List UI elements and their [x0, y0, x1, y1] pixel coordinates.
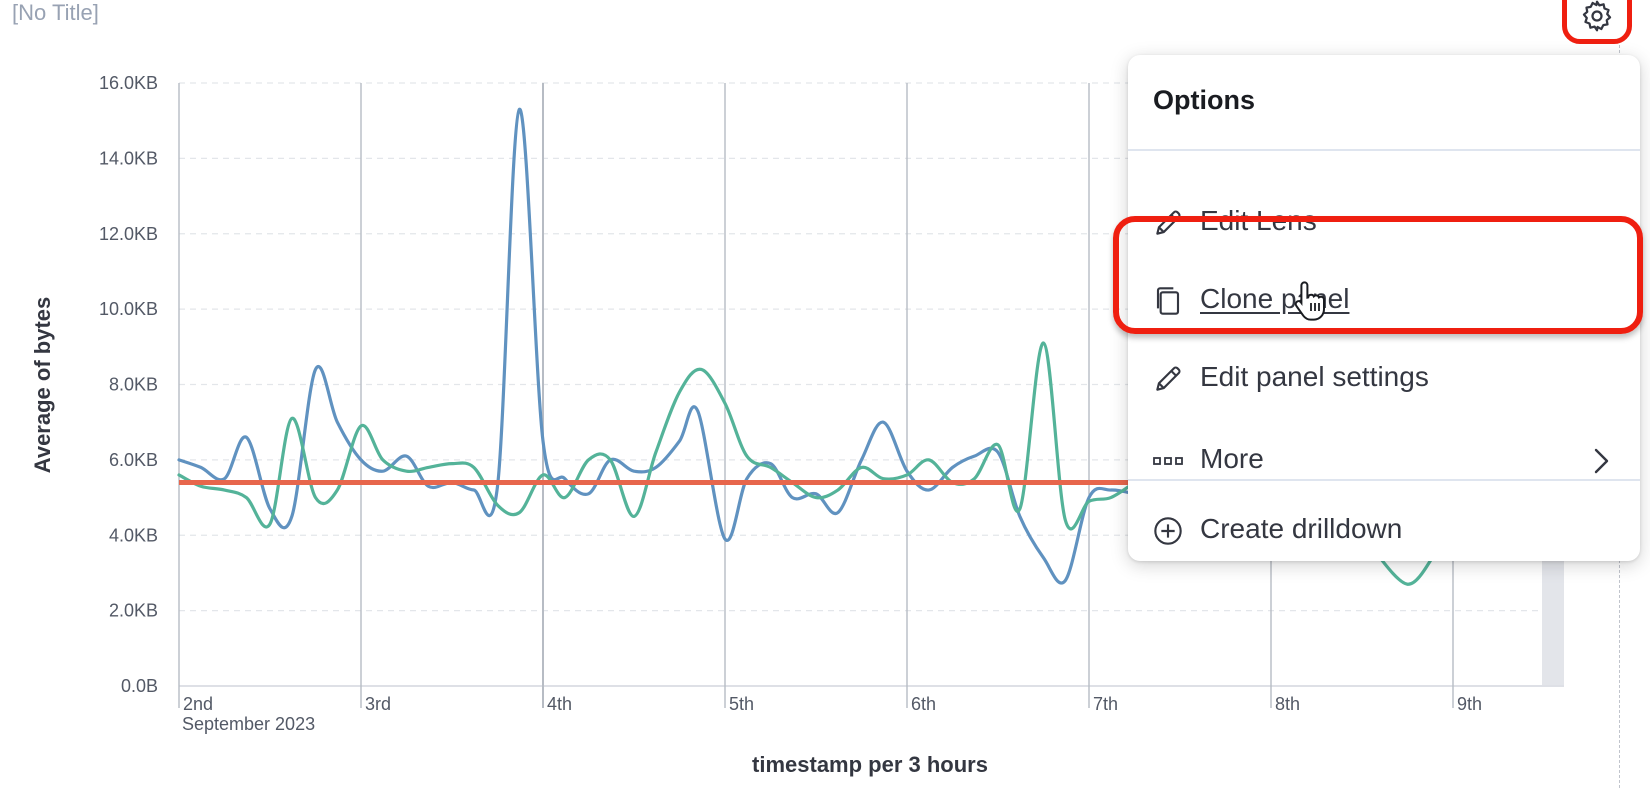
y-tick-label: 16.0KB	[99, 73, 158, 93]
x-axis-ticks: 2nd 3rd 4th 5th 6th 7th 8th 9th	[183, 694, 1482, 714]
menu-divider	[1128, 479, 1640, 481]
x-axis-title: timestamp per 3 hours	[752, 752, 988, 777]
chevron-right-icon	[1594, 448, 1609, 474]
y-tick-label: 14.0KB	[99, 148, 158, 168]
x-tick-label: 7th	[1093, 694, 1118, 714]
series-line-0	[177, 107, 1137, 585]
panel-options-menu: Options Edit Lens Clone panel Edit	[1128, 55, 1640, 561]
x-axis-sublabel: September 2023	[182, 714, 315, 734]
menu-item-more[interactable]: More	[1128, 429, 1640, 491]
y-tick-label: 6.0KB	[109, 450, 158, 470]
pencil-icon	[1156, 366, 1181, 391]
x-tick-label: 2nd	[183, 694, 213, 714]
y-axis-ticks: 0.0B 2.0KB 4.0KB 6.0KB 8.0KB 10.0KB 12.0KB 14.0…	[99, 73, 158, 696]
menu-item-label: Edit panel settings	[1200, 361, 1429, 392]
menu-divider	[1128, 149, 1640, 151]
x-tick-label: 9th	[1457, 694, 1482, 714]
copy-icon	[1156, 287, 1180, 315]
y-tick-label: 4.0KB	[109, 525, 158, 545]
menu-item-label: More	[1200, 443, 1264, 474]
x-tick-label: 8th	[1275, 694, 1300, 714]
y-tick-label: 8.0KB	[109, 375, 158, 395]
menu-item-edit-panel-settings[interactable]: Edit panel settings	[1128, 347, 1640, 409]
menu-item-create-drilldown[interactable]: Create drilldown	[1128, 499, 1640, 561]
menu-title: Options	[1153, 85, 1255, 115]
series-line-1	[177, 341, 1137, 531]
y-axis-title: Average of bytes	[30, 297, 55, 473]
y-tick-label: 2.0KB	[109, 601, 158, 621]
y-tick-label: 0.0B	[121, 676, 158, 696]
y-tick-label: 10.0KB	[99, 299, 158, 319]
scroll-strip[interactable]	[1542, 520, 1564, 685]
plus-circle-icon	[1154, 517, 1182, 545]
panel-title: [No Title]	[12, 0, 99, 25]
gear-icon	[1582, 0, 1612, 32]
more-dots-icon	[1153, 457, 1183, 465]
hand-pointer-cursor-icon	[1294, 281, 1325, 321]
x-tick-label: 5th	[729, 694, 754, 714]
menu-item-label: Create drilldown	[1200, 513, 1403, 544]
panel-options-button[interactable]	[1562, 0, 1632, 44]
x-tick-label: 6th	[911, 694, 936, 714]
y-tick-label: 12.0KB	[99, 224, 158, 244]
clone-panel-highlight	[1113, 216, 1643, 334]
x-tick-label: 3rd	[365, 694, 391, 714]
x-tick-label: 4th	[547, 694, 572, 714]
